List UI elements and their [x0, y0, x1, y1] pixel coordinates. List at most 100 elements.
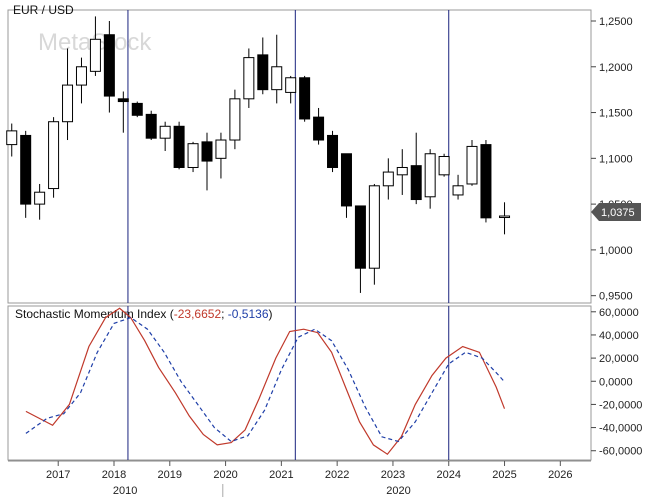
candle-body [34, 191, 46, 205]
candle [313, 107, 325, 145]
candle [117, 91, 129, 133]
candle [159, 121, 171, 152]
x-tick-label: 2026 [548, 469, 572, 481]
candle [201, 132, 213, 191]
smi-value-1: -23,6652 [174, 307, 222, 321]
candle [285, 75, 297, 104]
x-tick-label: 2025 [492, 469, 516, 481]
candle [396, 149, 408, 195]
candle [215, 132, 227, 179]
candle [438, 153, 450, 177]
candles [6, 16, 511, 293]
candle-body [499, 215, 511, 219]
smi-legend: Stochastic Momentum Index (-23,6652; -0,… [15, 307, 273, 321]
candle-body [327, 134, 339, 168]
candle-body [382, 171, 394, 187]
candle [6, 123, 18, 157]
candle-body [257, 54, 269, 91]
last-price-tag-shape [591, 203, 641, 221]
smi-lines [25, 307, 506, 456]
candle [34, 183, 46, 220]
smi-vertical-markers [127, 306, 450, 460]
price-y-tick-label: 1,2000 [599, 62, 633, 74]
smi-y-tick-label: 0,0000 [599, 376, 633, 388]
candle [131, 101, 143, 118]
candle [48, 117, 60, 198]
smi-y-tick-label: 20,0000 [599, 353, 639, 365]
x-tick-label: 2019 [158, 469, 182, 481]
last-price-tag-label: 1,0375 [601, 207, 635, 219]
candle-body [396, 166, 408, 176]
x-tick-label: 2024 [436, 469, 460, 481]
candle-body [285, 77, 297, 93]
price-y-tick-label: 1,2500 [599, 16, 633, 28]
candle-body [229, 98, 241, 141]
last-price-tag: 1,0375 [591, 203, 641, 221]
smi-sep: ; [221, 307, 228, 321]
smi-signal-line [25, 316, 505, 443]
candle-body [340, 153, 352, 207]
price-y-tick-label: 1,1000 [599, 153, 633, 165]
smi-title-label: Stochastic Momentum Index [15, 307, 166, 321]
x-decade-label: 2010 [113, 485, 137, 497]
candle [382, 158, 394, 200]
candle [20, 130, 32, 218]
smi-y-tick-label: -40,0000 [599, 423, 642, 435]
smi-panel-y-ticks: 60,0000 40,0000 20,0000 0,0000 -20,0000 -40,0… [591, 307, 642, 458]
candle-body [131, 102, 143, 116]
candle-body [187, 143, 199, 168]
candle [340, 153, 352, 218]
candle-body [271, 66, 283, 91]
candle-body [173, 125, 185, 168]
candle-body [354, 205, 366, 269]
smi-line [25, 307, 506, 456]
candle-body [145, 113, 157, 139]
candle-body [243, 57, 255, 100]
candle [103, 20, 115, 113]
candle-body [89, 38, 101, 72]
candle-body [48, 121, 60, 190]
smi-title-open: ( [166, 307, 173, 321]
candle [368, 183, 380, 285]
candle-body [452, 185, 464, 196]
smi-panel-frame [7, 305, 592, 461]
candle [466, 140, 478, 186]
price-chart-title: EUR / USD [13, 3, 74, 17]
candle [173, 121, 185, 170]
candle [499, 202, 511, 235]
candle-body [62, 84, 74, 123]
smi-title-close: ) [269, 307, 273, 321]
candle [89, 16, 101, 76]
candle [480, 140, 492, 223]
candle-body [424, 153, 436, 198]
candle-body [368, 185, 380, 269]
candle-body [299, 77, 311, 120]
candle [354, 205, 366, 293]
candle [424, 149, 436, 209]
price-y-tick-label: 1,0000 [599, 245, 633, 257]
x-tick-label: 2020 [213, 469, 237, 481]
candle-body [159, 125, 171, 139]
candle [299, 75, 311, 122]
candle [327, 130, 339, 173]
candle [257, 37, 269, 95]
smi-y-tick-label: 40,0000 [599, 330, 639, 342]
smi-y-tick-label: -20,0000 [599, 399, 642, 411]
candle [452, 174, 464, 200]
candle [229, 89, 241, 150]
smi-value-2: -0,5136 [228, 307, 269, 321]
x-tick-label: 2022 [325, 469, 349, 481]
candle-body [20, 134, 32, 205]
candle [187, 141, 199, 173]
smi-title: Stochastic Momentum Index (-23,6652; -0,… [15, 307, 273, 321]
x-tick-label: 2023 [381, 469, 405, 481]
x-decade-label: 2020 [386, 485, 410, 497]
candle-body [6, 130, 18, 146]
x-tick-label: 2018 [102, 469, 126, 481]
price-y-tick-label: 0,9500 [599, 291, 633, 303]
candle-body [75, 66, 87, 86]
candle [75, 57, 87, 104]
candle-body [201, 141, 213, 162]
smi-y-tick-label: 60,0000 [599, 307, 639, 319]
